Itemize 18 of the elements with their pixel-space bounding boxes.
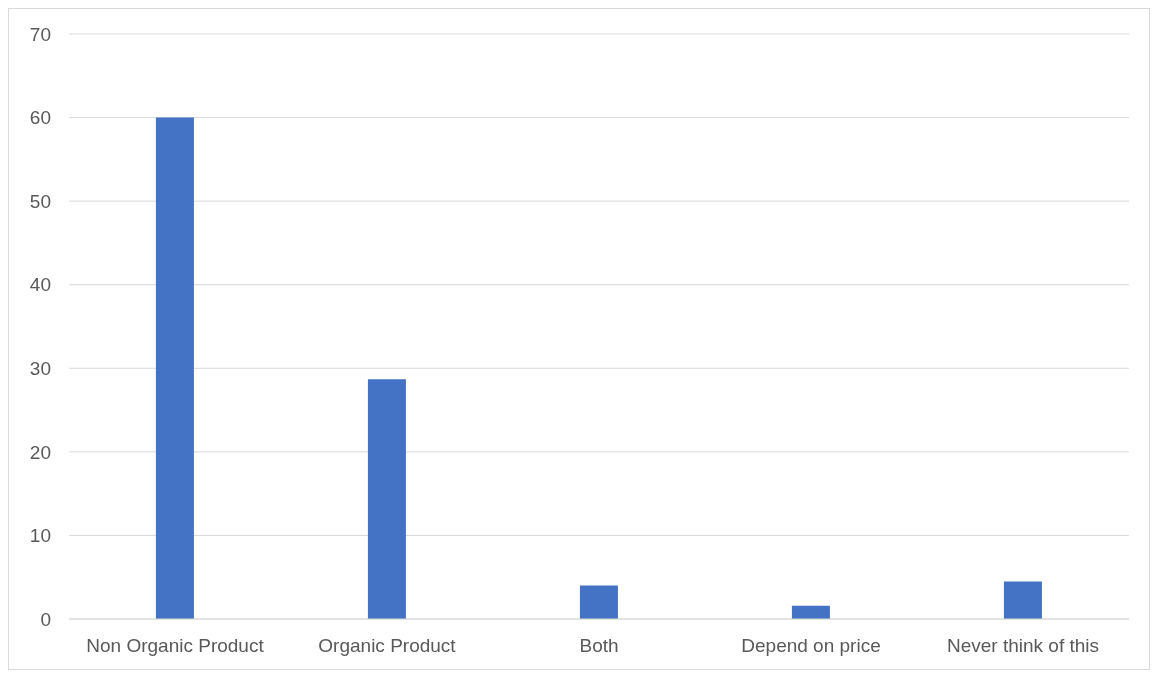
x-tick-label: Organic Product: [318, 635, 457, 657]
x-tick-label: Depend on price: [741, 635, 881, 657]
x-tick-label: Non Organic Product: [86, 635, 265, 657]
y-tick-label: 70: [29, 23, 51, 45]
x-tick-label: Both: [579, 635, 619, 657]
y-tick-label: 10: [29, 525, 51, 547]
y-tick-label: 20: [29, 441, 51, 463]
bar: [155, 117, 194, 619]
bar: [791, 605, 830, 619]
x-tick-label: Never think of this: [946, 635, 1100, 657]
y-tick-label: 30: [29, 358, 51, 380]
bar: [1003, 581, 1042, 619]
bar: [579, 585, 618, 619]
bar: [367, 379, 406, 619]
y-tick-label: 50: [29, 190, 51, 212]
y-tick-label: 60: [29, 107, 51, 129]
y-tick-label: 40: [29, 274, 51, 296]
y-tick-label: 0: [40, 608, 51, 630]
